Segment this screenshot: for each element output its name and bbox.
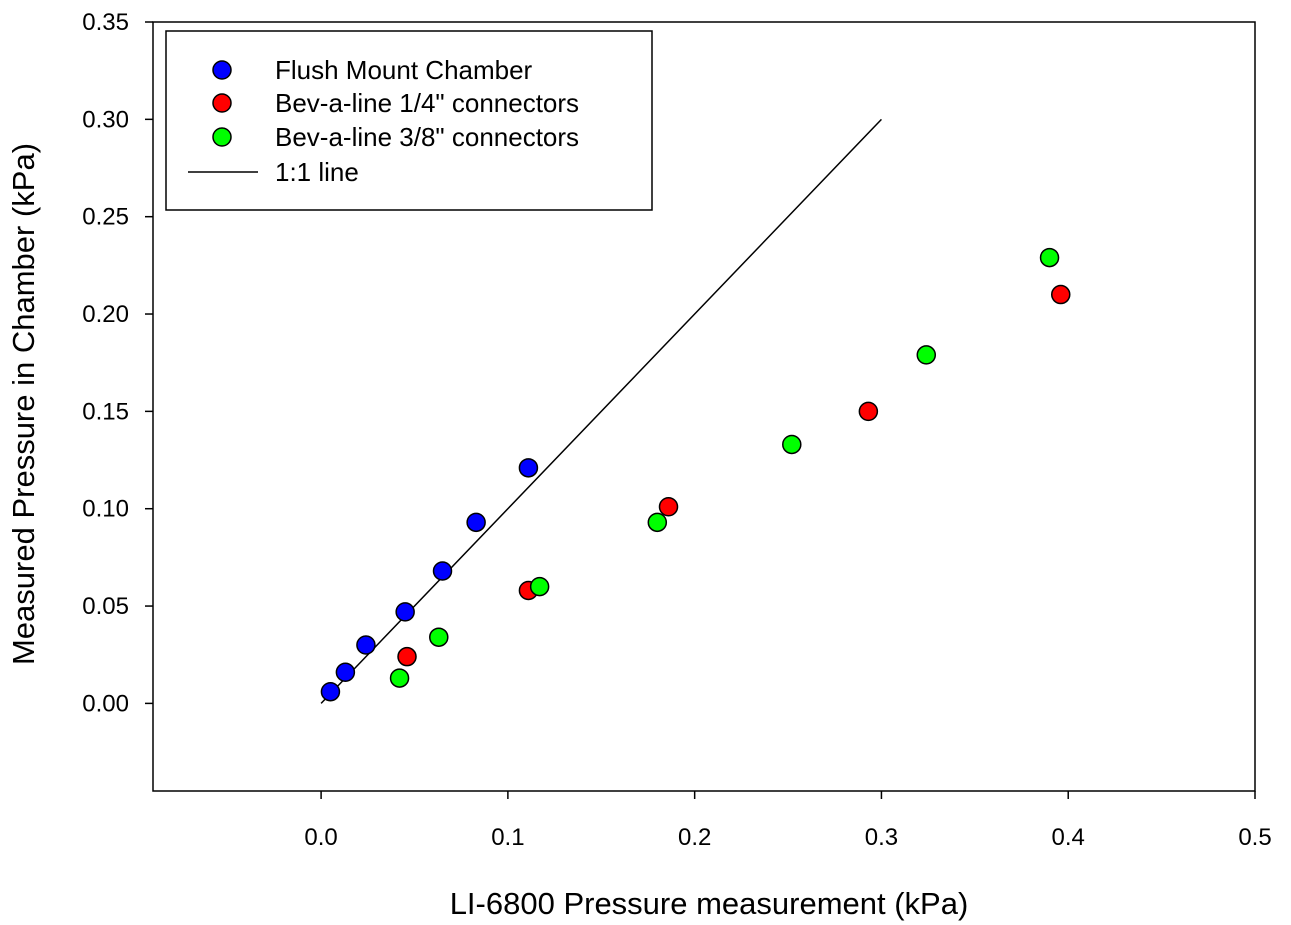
x-tick-label: 0.1 [491, 824, 524, 851]
legend-label-reference: 1:1 line [275, 157, 359, 187]
points-layer [320, 247, 1071, 702]
x-tick-label: 0.4 [1052, 824, 1085, 851]
legend-marker-series-2 [212, 93, 232, 113]
data-point-series-2 [858, 401, 879, 422]
data-point-series-1 [395, 602, 415, 622]
legend-box [165, 30, 653, 211]
legend-marker-series-3 [212, 127, 232, 147]
legend-label-series-1: Flush Mount Chamber [275, 55, 533, 85]
data-point-series-3 [916, 345, 937, 365]
data-point-series-3 [1039, 247, 1060, 268]
y-tick-label: 0.20 [82, 301, 129, 328]
plot-frame [152, 21, 1256, 792]
legend: Flush Mount Chamber Bev-a-line 1/4" conn… [165, 30, 653, 211]
data-point-series-1 [466, 512, 486, 533]
y-axis-title: Measured Pressure in Chamber (kPa) [6, 143, 41, 665]
y-tick-label: 0.35 [82, 9, 129, 36]
data-point-series-3 [782, 434, 802, 455]
y-tick-label: 0.00 [82, 690, 129, 717]
data-point-series-2 [397, 646, 417, 667]
y-tick-label: 0.05 [82, 593, 129, 620]
x-tick-label: 0.3 [865, 824, 898, 851]
x-axis-title: LI-6800 Pressure measurement (kPa) [450, 886, 969, 921]
one-to-one-line [320, 118, 882, 704]
y-tick-label: 0.30 [82, 106, 129, 133]
x-tick-label: 0.2 [678, 824, 711, 851]
data-point-series-2 [658, 497, 679, 517]
data-point-series-1 [432, 561, 453, 581]
data-point-series-3 [389, 668, 410, 688]
data-point-series-1 [356, 635, 376, 655]
reference-line-layer [320, 118, 882, 704]
data-point-series-3 [429, 627, 449, 647]
x-tick-label: 0.0 [304, 824, 337, 851]
data-point-series-1 [335, 662, 356, 682]
y-tick-label: 0.25 [82, 204, 129, 231]
data-point-series-1 [320, 681, 341, 702]
legend-label-series-2: Bev-a-line 1/4" connectors [275, 88, 579, 118]
y-axis: 0.00 0.05 0.10 0.15 0.20 0.25 0.30 0.35 [82, 9, 153, 717]
y-tick-label: 0.15 [82, 398, 129, 425]
data-point-series-3 [647, 512, 668, 533]
data-point-series-3 [529, 576, 550, 597]
data-point-series-1 [518, 458, 539, 478]
legend-label-series-3: Bev-a-line 3/8" connectors [275, 122, 579, 152]
x-tick-label: 0.5 [1238, 824, 1271, 851]
y-tick-label: 0.10 [82, 496, 129, 523]
x-axis: 0.0 0.1 0.2 0.3 0.4 0.5 [304, 791, 1272, 851]
data-point-series-2 [1050, 284, 1071, 305]
legend-marker-series-1 [212, 60, 232, 80]
